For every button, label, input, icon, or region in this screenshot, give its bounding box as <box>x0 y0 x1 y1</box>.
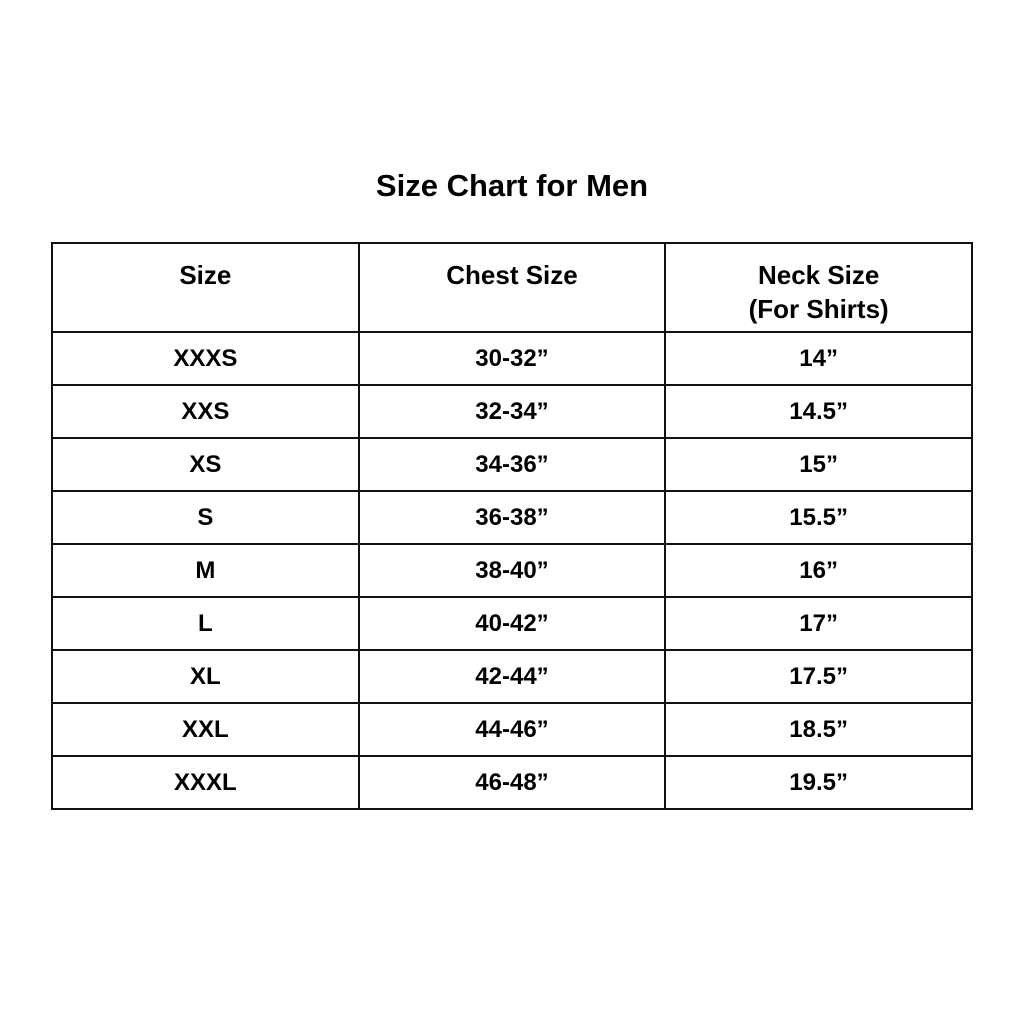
table-row: XXL 44-46” 18.5” <box>51 702 973 757</box>
table-row: M 38-40” 16” <box>51 543 973 598</box>
neck-size-cell: 14.5” <box>664 384 973 439</box>
size-cell: M <box>51 543 360 598</box>
header-label: Size <box>179 260 232 290</box>
chest-size-cell: 36-38” <box>357 490 667 545</box>
size-cell: XL <box>51 649 360 704</box>
table-row: XXXL 46-48” 19.5” <box>51 755 973 810</box>
header-label: Neck Size <box>757 260 880 290</box>
neck-size-cell: 17” <box>664 596 973 651</box>
neck-size-cell: 14” <box>664 331 973 386</box>
table-row: L 40-42” 17” <box>51 596 973 651</box>
chest-size-cell: 44-46” <box>357 702 667 757</box>
header-chest-size: Chest Size <box>357 242 667 333</box>
header-neck-size: Neck Size (For Shirts) <box>664 242 973 333</box>
chest-size-cell: 42-44” <box>357 649 667 704</box>
table-row: XS 34-36” 15” <box>51 437 973 492</box>
neck-size-cell: 15” <box>664 437 973 492</box>
neck-size-cell: 15.5” <box>664 490 973 545</box>
chest-size-cell: 30-32” <box>357 331 667 386</box>
chest-size-cell: 46-48” <box>357 755 667 810</box>
chest-size-cell: 34-36” <box>357 437 667 492</box>
size-chart-table: Size Chest Size Neck Size (For Shirts) XX… <box>51 242 973 810</box>
size-cell: XXXS <box>51 331 360 386</box>
table-row: S 36-38” 15.5” <box>51 490 973 545</box>
size-cell: XXS <box>51 384 360 439</box>
page-title: Size Chart for Men <box>375 168 649 203</box>
size-cell: S <box>51 490 360 545</box>
header-label: Chest Size <box>446 260 578 290</box>
neck-size-cell: 16” <box>664 543 973 598</box>
table-row: XXXS 30-32” 14” <box>51 331 973 386</box>
chest-size-cell: 38-40” <box>357 543 667 598</box>
table-row: XXS 32-34” 14.5” <box>51 384 973 439</box>
size-cell: XS <box>51 437 360 492</box>
size-cell: L <box>51 596 360 651</box>
header-row: Size Chest Size Neck Size (For Shirts) <box>51 242 973 333</box>
size-cell: XXL <box>51 702 360 757</box>
header-size: Size <box>51 242 360 333</box>
table-row: XL 42-44” 17.5” <box>51 649 973 704</box>
chest-size-cell: 32-34” <box>357 384 667 439</box>
size-cell: XXXL <box>51 755 360 810</box>
header-sublabel: (For Shirts) <box>748 294 889 324</box>
neck-size-cell: 17.5” <box>664 649 973 704</box>
chest-size-cell: 40-42” <box>357 596 667 651</box>
neck-size-cell: 18.5” <box>664 702 973 757</box>
neck-size-cell: 19.5” <box>664 755 973 810</box>
